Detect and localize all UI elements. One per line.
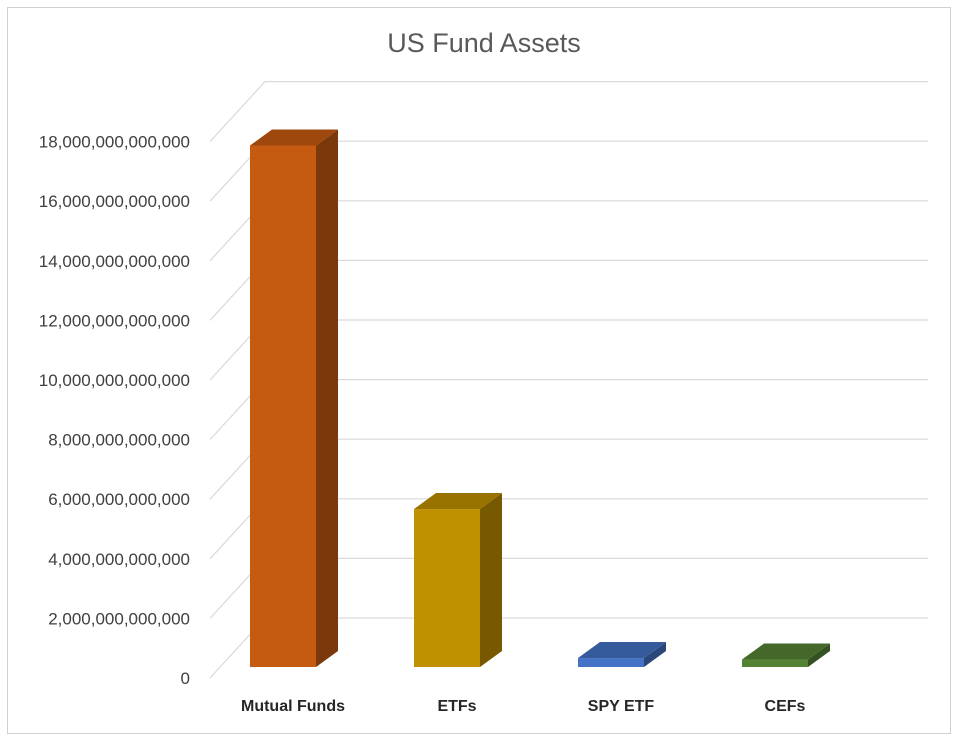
y-tick-label: 6,000,000,000,000 [48,490,190,509]
bar-etfs [414,493,502,667]
y-axis-ticks: 0 2,000,000,000,000 4,000,000,000,000 6,000… [39,133,190,688]
bar-mutual-funds [250,129,338,667]
bar-top [742,643,830,660]
y-tick-label: 8,000,000,000,000 [48,431,190,450]
bar-spy-etf [578,642,666,667]
bar-front [578,658,644,667]
y-tick-label: 14,000,000,000,000 [39,252,190,271]
y-tick-label: 0 [181,669,190,688]
y-tick-label: 18,000,000,000,000 [39,133,190,152]
x-axis-ticks: Mutual Funds ETFs SPY ETF CEFs [241,698,806,715]
bar-side [808,643,830,667]
y-tick-label: 12,000,000,000,000 [39,311,190,330]
x-tick-label: ETFs [437,698,476,715]
bar-front [742,659,808,667]
bar-top [414,493,502,510]
x-tick-label: Mutual Funds [241,698,345,715]
y-tick-label: 10,000,000,000,000 [39,371,190,390]
bar-side [480,493,502,667]
bars [250,129,830,667]
x-tick-label: SPY ETF [588,698,655,715]
y-tick-label: 4,000,000,000,000 [48,550,190,569]
bar-top [250,129,338,146]
bar-cefs [742,643,830,667]
gridline [209,80,928,143]
bar-front [250,145,316,667]
y-tick-label: 2,000,000,000,000 [48,609,190,628]
bar-side [644,642,666,667]
bar-top [578,642,666,659]
x-tick-label: CEFs [765,698,806,715]
chart-title: US Fund Assets [387,28,581,58]
y-tick-label: 16,000,000,000,000 [39,192,190,211]
bar-side [316,129,338,667]
bar-front [414,509,480,667]
